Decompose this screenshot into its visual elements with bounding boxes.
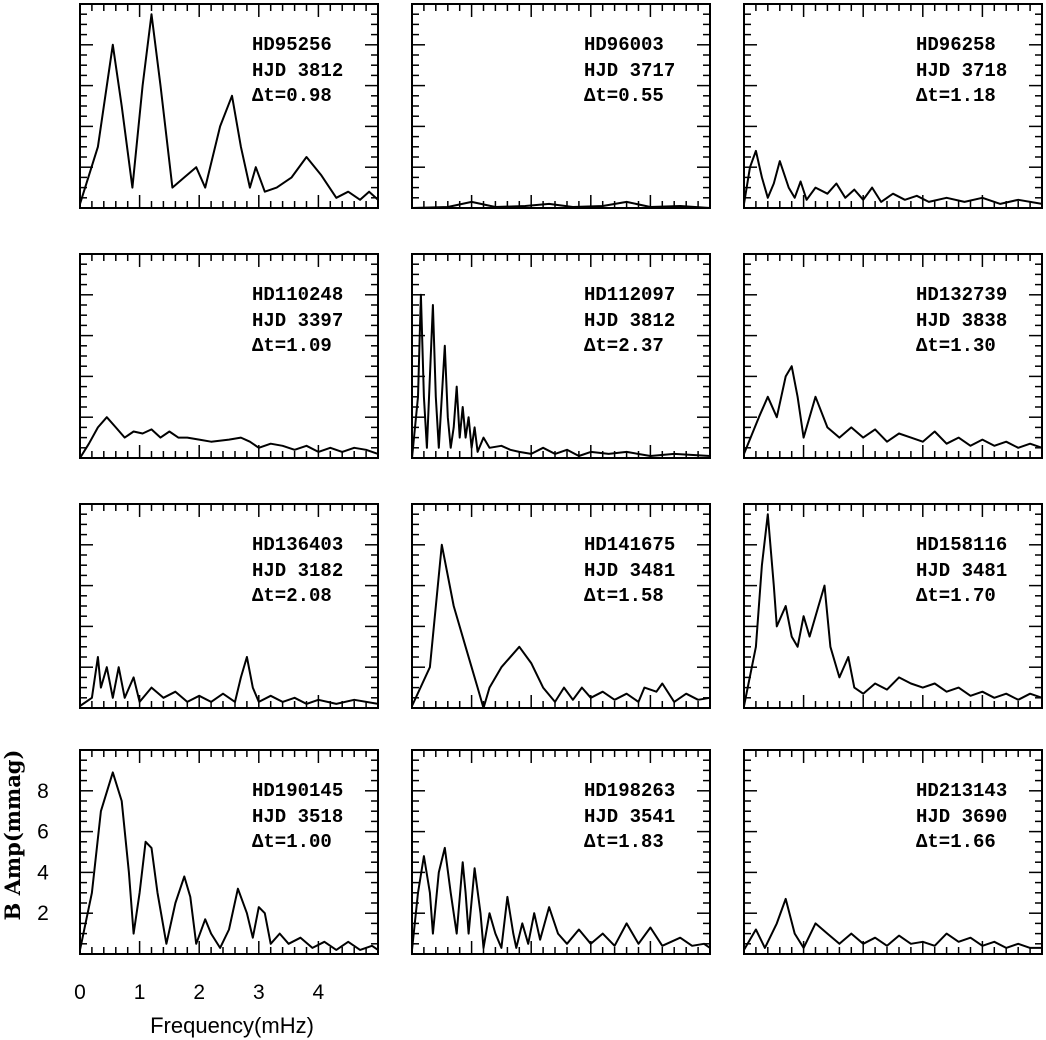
- star-name-label: HD96003: [584, 34, 664, 56]
- panel-hd96258: HD96258 HJD 3718 Δt=1.18: [743, 3, 1043, 209]
- spectrum-line: [79, 656, 379, 707]
- panel-hd112097: HD112097 HJD 3812 Δt=2.37: [411, 253, 711, 459]
- x-axis-label: Frequency(mHz): [150, 1013, 314, 1038]
- hjd-label: HJD 3838: [916, 310, 1007, 332]
- y-tick-label: 2: [37, 902, 49, 925]
- hjd-label: HJD 3812: [252, 60, 343, 82]
- panel-hd95256: HD95256 HJD 3812 Δt=0.98: [79, 3, 379, 209]
- x-tick-label: 3: [253, 981, 265, 1004]
- spectrum-line: [79, 416, 379, 459]
- panel-frame: [411, 3, 711, 209]
- hjd-label: HJD 3541: [584, 806, 675, 828]
- x-tick-label: 1: [134, 981, 146, 1004]
- panel-grid: HD95256 HJD 3812 Δt=0.98 HD96003 HJD 3717 Δt=…: [79, 3, 1043, 955]
- y-tick-label: 6: [37, 821, 49, 844]
- spectrum-line: [743, 149, 1043, 205]
- panel-hd141675: HD141675 HJD 3481 Δt=1.58: [411, 503, 711, 709]
- star-name-label: HD132739: [916, 284, 1007, 306]
- x-tick-label: 2: [193, 981, 205, 1004]
- panel-hd198263: HD198263 HJD 3541 Δt=1.83: [411, 749, 711, 955]
- delta-t-label: Δt=1.30: [916, 335, 996, 357]
- delta-t-label: Δt=1.66: [916, 831, 996, 853]
- star-name-label: HD158116: [916, 534, 1007, 556]
- delta-t-label: Δt=2.08: [252, 585, 332, 607]
- spectrum-line: [743, 365, 1043, 455]
- panel-hd190145: HD190145 HJD 3518 Δt=1.00: [79, 749, 379, 955]
- hjd-label: HJD 3718: [916, 60, 1007, 82]
- panel-hd132739: HD132739 HJD 3838 Δt=1.30: [743, 253, 1043, 459]
- delta-t-label: Δt=2.37: [584, 335, 664, 357]
- panel-hd158116: HD158116 HJD 3481 Δt=1.70: [743, 503, 1043, 709]
- delta-t-label: Δt=1.58: [584, 585, 664, 607]
- hjd-label: HJD 3481: [584, 560, 675, 582]
- delta-t-label: Δt=0.55: [584, 85, 664, 107]
- panel-hd110248: HD110248 HJD 3397 Δt=1.09: [79, 253, 379, 459]
- star-name-label: HD213143: [916, 780, 1007, 802]
- star-name-label: HD198263: [584, 780, 675, 802]
- hjd-label: HJD 3397: [252, 310, 343, 332]
- panel-hd213143: HD213143 HJD 3690 Δt=1.66: [743, 749, 1043, 955]
- star-name-label: HD96258: [916, 34, 996, 56]
- x-tick-label: 4: [313, 981, 325, 1004]
- delta-t-label: Δt=1.83: [584, 831, 664, 853]
- spectrum-line: [79, 771, 379, 951]
- star-name-label: HD190145: [252, 780, 343, 802]
- star-name-label: HD95256: [252, 34, 332, 56]
- delta-t-label: Δt=1.18: [916, 85, 996, 107]
- panel-hd96003: HD96003 HJD 3717 Δt=0.55: [411, 3, 711, 209]
- spectrum-line: [743, 897, 1042, 951]
- delta-t-label: Δt=1.09: [252, 335, 332, 357]
- spectrum-line: [411, 200, 711, 209]
- y-tick-label: 4: [37, 861, 49, 884]
- spectrum-line: [411, 846, 711, 951]
- star-name-label: HD136403: [252, 534, 343, 556]
- spectrum-line: [411, 543, 711, 709]
- delta-t-label: Δt=1.00: [252, 831, 332, 853]
- star-name-label: HD110248: [252, 284, 343, 306]
- x-tick-label: 0: [74, 981, 86, 1004]
- hjd-label: HJD 3481: [916, 560, 1007, 582]
- y-axis-label: B Amp(mmag): [0, 750, 25, 921]
- panel-hd136403: HD136403 HJD 3182 Δt=2.08: [79, 503, 379, 709]
- panel-frame: [743, 3, 1043, 209]
- hjd-label: HJD 3518: [252, 806, 343, 828]
- spectrum-line: [411, 293, 711, 459]
- delta-t-label: Δt=0.98: [252, 85, 332, 107]
- hjd-label: HJD 3182: [252, 560, 343, 582]
- star-name-label: HD141675: [584, 534, 675, 556]
- hjd-label: HJD 3717: [584, 60, 675, 82]
- hjd-label: HJD 3812: [584, 310, 675, 332]
- spectrum-line: [79, 13, 379, 205]
- y-tick-label: 8: [37, 780, 49, 803]
- hjd-label: HJD 3690: [916, 806, 1007, 828]
- star-name-label: HD112097: [584, 284, 675, 306]
- spectrum-line: [743, 513, 1043, 707]
- axis-annotations: Frequency(mHz) B Amp(mmag) 0 1 2 3 4 2 4 6 8: [0, 750, 325, 1038]
- delta-t-label: Δt=1.70: [916, 585, 996, 607]
